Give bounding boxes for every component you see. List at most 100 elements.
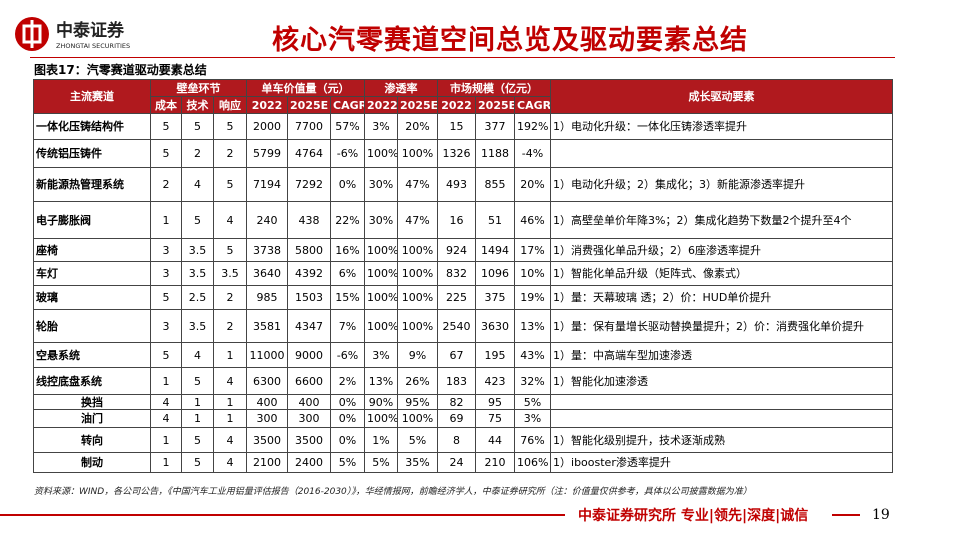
cell: 8 <box>437 427 477 453</box>
cell: 2 <box>150 167 182 202</box>
cell: 5 <box>212 167 248 202</box>
cell: 20% <box>514 167 552 202</box>
cell: 375 <box>475 285 516 310</box>
cell: 4 <box>181 167 214 202</box>
cell: 3 <box>150 261 182 286</box>
cell: -6% <box>330 139 366 168</box>
cell: 4 <box>212 427 248 453</box>
cell: 1）电动化升级；2）集成化；3）新能源渗透率提升 <box>550 167 893 202</box>
cell: 5 <box>150 342 182 368</box>
cell: 20% <box>397 113 439 140</box>
cell: 线控底盘系统 <box>33 367 151 395</box>
cell: 3.5 <box>181 238 214 262</box>
cell: 100% <box>397 309 439 343</box>
data-row: 空悬系统 5 4 1 11000 9000 -6% 3% 9% 67 195 43% 1）量：中高端车型… <box>33 342 893 368</box>
cell: 1503 <box>287 285 332 310</box>
data-row: 制动 1 5 4 2100 2400 5% 5% 35% 24 210 106% 1）ibooster渗… <box>33 452 893 473</box>
cell: 1 <box>150 452 182 473</box>
header-cell: 2025E <box>397 96 439 114</box>
cell: 1 <box>212 342 248 368</box>
cell: 传统铝压铸件 <box>33 139 151 168</box>
cell: 转向 <box>33 427 151 453</box>
cell: 924 <box>437 238 477 262</box>
cell: 5 <box>181 452 214 473</box>
cell: 300 <box>246 409 289 428</box>
cell: 0% <box>330 394 366 410</box>
cell: 3% <box>364 113 399 140</box>
cell: 7700 <box>287 113 332 140</box>
cell: 1 <box>181 394 214 410</box>
cell: 100% <box>364 238 399 262</box>
cell: 3500 <box>246 427 289 453</box>
cell: 新能源热管理系统 <box>33 167 151 202</box>
cell: 0% <box>330 409 366 428</box>
header-cell: CAGR <box>330 96 366 114</box>
caption: 图表17：汽零赛道驱动要素总结 <box>34 63 207 77</box>
cell: 9000 <box>287 342 332 368</box>
cell: 3.5 <box>212 261 248 286</box>
cell: 2 <box>181 139 214 168</box>
header-row: 主流赛道 壁垒环节 单车价值量（元） 渗透率 市场规模（亿元） 成长驱动要素 <box>33 79 893 114</box>
cell: 3738 <box>246 238 289 262</box>
cell: 5% <box>514 394 552 410</box>
cell: 5799 <box>246 139 289 168</box>
cell: 1）ibooster渗透率提升 <box>550 452 893 473</box>
cell: 1188 <box>475 139 516 168</box>
cell: 377 <box>475 113 516 140</box>
cell: 7% <box>330 309 366 343</box>
cell: 1326 <box>437 139 477 168</box>
cell: -6% <box>330 342 366 368</box>
cell: 4 <box>181 342 214 368</box>
cell: 车灯 <box>33 261 151 286</box>
cell: 4347 <box>287 309 332 343</box>
cell: 57% <box>330 113 366 140</box>
rule <box>30 57 895 58</box>
cell: 985 <box>246 285 289 310</box>
cell: 5800 <box>287 238 332 262</box>
cell: 一体化压铸结构件 <box>33 113 151 140</box>
cell: 10% <box>514 261 552 286</box>
cell: 9% <box>397 342 439 368</box>
cell: 44 <box>475 427 516 453</box>
cell: 1 <box>150 201 182 239</box>
cell: 76% <box>514 427 552 453</box>
cell: 4 <box>150 409 182 428</box>
cell: 6600 <box>287 367 332 395</box>
cell: 4 <box>150 394 182 410</box>
cell: 43% <box>514 342 552 368</box>
header-cell: 响应 <box>212 96 248 114</box>
cell: 制动 <box>33 452 151 473</box>
cell: 1% <box>364 427 399 453</box>
cell: 16 <box>437 201 477 239</box>
cell: 3.5 <box>181 261 214 286</box>
cell: 19% <box>514 285 552 310</box>
logo: 中泰证券 ZHONGTAI SECURITIES <box>15 17 130 51</box>
cell: 2 <box>212 139 248 168</box>
data-row: 一体化压铸结构件 5 5 5 2000 7700 57% 3% 20% 15 377 192% 1）电动… <box>33 113 893 140</box>
cell: 82 <box>437 394 477 410</box>
cell: 90% <box>364 394 399 410</box>
data-row: 车灯 3 3.5 3.5 3640 4392 6% 100% 100% 832 1096 10% 1）智… <box>33 261 893 286</box>
cell: 5% <box>364 452 399 473</box>
cell: 6300 <box>246 367 289 395</box>
cell: 4764 <box>287 139 332 168</box>
cell: 69 <box>437 409 477 428</box>
cell: 3% <box>364 342 399 368</box>
header-cell: 2022 <box>437 96 477 114</box>
cell: 423 <box>475 367 516 395</box>
cell: 3 <box>150 238 182 262</box>
header-cell: 壁垒环节 <box>149 79 248 97</box>
cell: 100% <box>364 409 399 428</box>
cell: 0% <box>330 427 366 453</box>
cell: 17% <box>514 238 552 262</box>
cell: 35% <box>397 452 439 473</box>
cell: 1）智能化单品升级（矩阵式、像素式） <box>550 261 893 286</box>
cell: 油门 <box>33 409 151 428</box>
header-cell: 2025E <box>475 96 516 114</box>
data-row: 线控底盘系统 1 5 4 6300 6600 2% 13% 26% 183 423 32% 1）智能化加… <box>33 367 893 395</box>
cell: 106% <box>514 452 552 473</box>
cell: 2 <box>212 309 248 343</box>
cell: 2.5 <box>181 285 214 310</box>
cell: 5 <box>181 367 214 395</box>
cell: 15% <box>330 285 366 310</box>
